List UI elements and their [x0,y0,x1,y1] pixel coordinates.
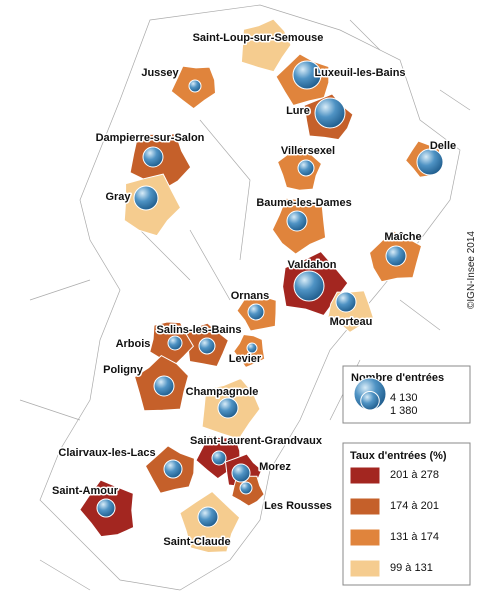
place-label: Levier [229,353,262,365]
bubble [211,450,227,466]
place-label: Saint-Laurent-Grandvaux [190,435,323,447]
place-label: Delle [430,140,456,152]
place-label: Luxeuil-les-Bains [314,67,405,79]
place-label: Gray [105,191,131,203]
place-label: Salins-les-Bains [157,324,242,336]
region [240,18,292,73]
legend-class-label: 131 à 174 [390,531,439,543]
legend-size-label: 1 380 [390,405,418,417]
place-label: Maîche [384,231,421,243]
bubble [153,375,175,397]
legend-class-label: 174 à 201 [390,500,439,512]
legend-swatch [349,528,381,547]
bubble [142,146,164,168]
bubble [239,481,253,495]
place-label: Poligny [103,364,144,376]
place-label: Morteau [330,316,373,328]
bubble [247,303,265,321]
place-label: Villersexel [281,145,335,157]
bubble [96,498,116,518]
credit: ©IGN-Insee 2014 [466,231,477,309]
place-label: Ornans [231,290,270,302]
bubble [231,463,251,483]
bubble [292,60,322,90]
bubble [133,185,159,211]
bubble [335,291,357,313]
place-label: Saint-Claude [163,536,230,548]
bubble [385,245,407,267]
legend-swatch [349,559,381,578]
place-label: Valdahon [288,259,337,271]
bubble [167,335,183,351]
legend-size-label: 4 130 [390,392,418,404]
bubble [293,270,325,302]
place-label: Arbois [116,338,151,350]
legend-swatch [349,466,381,485]
bubble [416,148,444,176]
legend-class-label: 201 à 278 [390,469,439,481]
bubble [188,79,202,93]
rate-legend-title: Taux d'entrées (%) [350,450,447,462]
bubble [314,97,346,129]
place-label: Clairvaux-les-Lacs [58,447,155,459]
bubble [163,459,183,479]
legend-class-label: 99 à 131 [390,562,433,574]
bubble [197,506,219,528]
bubble [297,159,315,177]
place-label: Champagnole [186,386,259,398]
rate-legend: 201 à 278 174 à 201 131 à 174 99 à 131 [349,466,439,578]
bubbles [96,60,444,528]
place-label: Jussey [141,67,179,79]
bubble [217,397,239,419]
legend-bubble [360,391,380,411]
place-label: Baume-les-Dames [256,197,351,209]
bubble [286,210,308,232]
place-label: Saint-Loup-sur-Semouse [193,32,324,44]
place-label: Saint-Amour [52,485,119,497]
bubble [198,337,216,355]
place-label: Lure [286,105,310,117]
legend-swatch [349,497,381,516]
labels: Saint-Loup-sur-Semouse Jussey Luxeuil-les-… [51,30,458,549]
place-label: Morez [259,461,291,473]
place-label: Les Rousses [264,500,332,512]
place-label: Dampierre-sur-Salon [96,132,205,144]
bubble [246,342,258,354]
